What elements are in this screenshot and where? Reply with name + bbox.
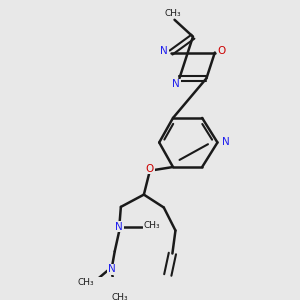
Text: O: O: [218, 46, 226, 56]
Text: CH₃: CH₃: [78, 278, 94, 287]
Text: N: N: [172, 80, 180, 89]
Text: CH₃: CH₃: [111, 293, 128, 300]
Text: N: N: [222, 137, 230, 148]
Text: CH₃: CH₃: [165, 8, 181, 17]
Text: N: N: [160, 46, 168, 56]
Text: CH₃: CH₃: [143, 221, 160, 230]
Text: O: O: [146, 164, 154, 173]
Text: N: N: [116, 222, 123, 232]
Text: N: N: [108, 264, 116, 274]
